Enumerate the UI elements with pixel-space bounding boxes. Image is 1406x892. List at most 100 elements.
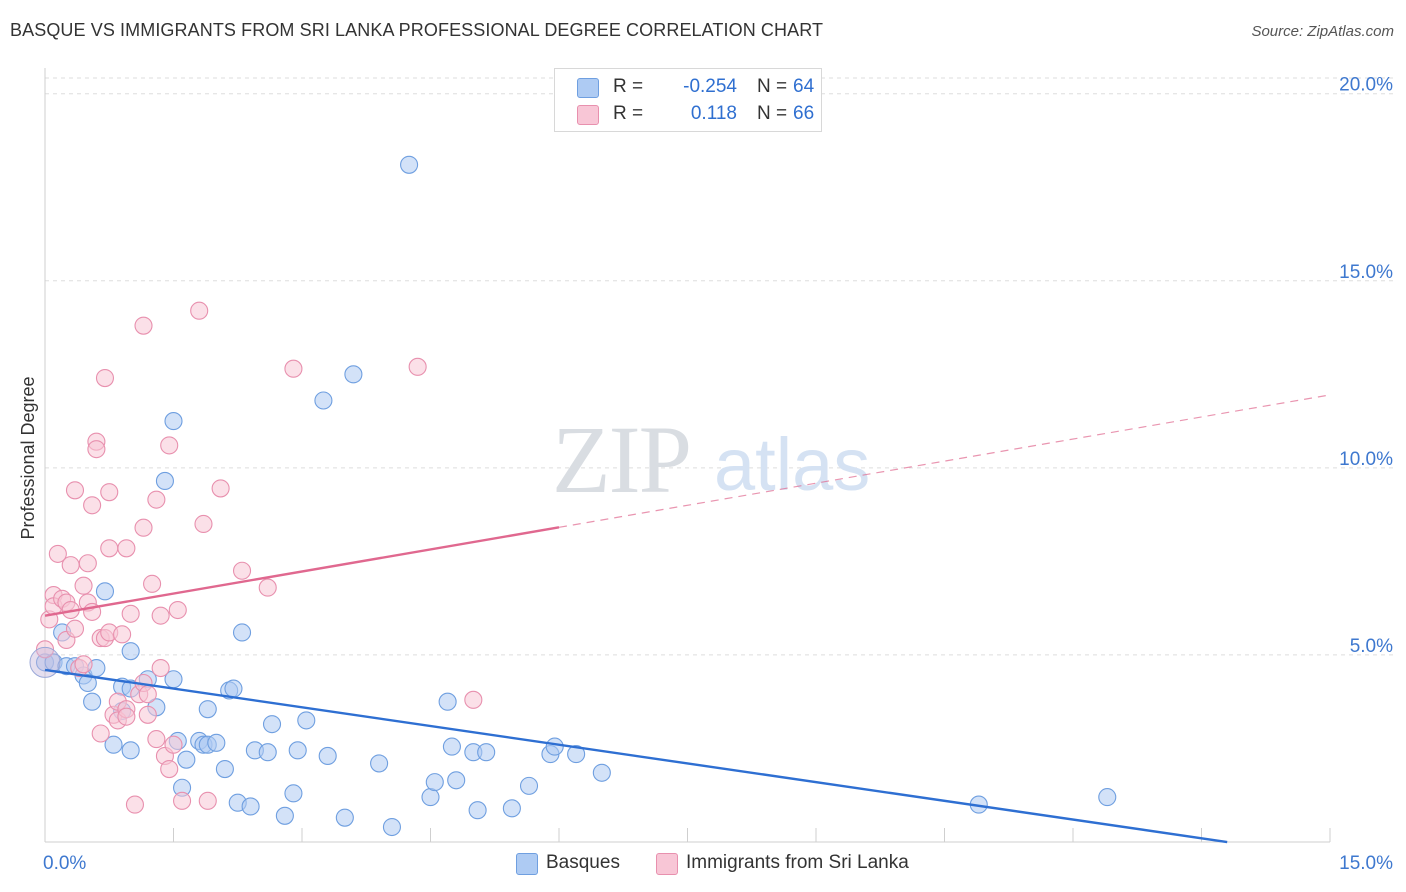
data-point [138,685,157,704]
data-point [164,412,183,431]
data-point [61,556,80,575]
watermark-zip: ZIP [552,406,690,513]
data-point-cluster [29,646,61,678]
data-point [284,359,303,378]
bottom-legend-label: Immigrants from Sri Lanka [686,852,909,873]
data-point [151,606,170,625]
watermark: ZIP atlas [552,406,870,513]
y-tick-label: 15.0% [1339,262,1393,283]
x-tick-label: 0.0% [43,853,86,874]
legend-n-label: N = [757,103,788,124]
data-point [48,544,67,563]
data-point [198,700,217,719]
data-point [425,773,444,792]
data-point [262,715,282,734]
data-point [78,673,97,693]
data-point [78,554,97,573]
data-point [314,391,333,410]
data-point [125,795,144,814]
data-point [232,623,252,642]
tick-labels: 5.0% 10.0% 15.0% 20.0% 0.0% 15.0% [43,75,1393,874]
data-point [232,561,252,580]
data-point [95,582,115,601]
data-point [477,743,496,762]
data-point [447,771,466,790]
data-point [143,574,162,593]
data-point [592,763,611,782]
data-point [370,754,389,773]
data-point [168,600,187,620]
data-point [100,483,119,502]
trend-line-basques [44,668,1228,844]
data-point [258,743,277,762]
source-label: Source: ZipAtlas.com [1251,23,1394,40]
axes [44,68,1331,843]
bottom-legend-swatch-basques [516,853,538,875]
legend-r-label: R = [613,76,644,97]
data-point [134,518,153,537]
data-point [104,735,123,754]
data-point [284,784,303,803]
data-point [194,514,213,534]
chart-title: BASQUE VS IMMIGRANTS FROM SRI LANKA PROF… [10,20,824,40]
data-point [74,655,93,674]
series-sri-lanka [35,301,483,814]
trend-extension-sri-lanka [558,394,1331,528]
legend-n-label: N = [757,76,788,97]
data-point [65,481,85,500]
legend-r-value: 0.118 [690,103,737,124]
data-point [297,711,316,730]
trend-lines [44,394,1331,844]
data-point [117,707,136,726]
data-point [173,791,192,810]
data-point [258,578,277,597]
data-point [241,797,260,816]
legend-swatch-basques [577,78,599,98]
data-point [83,496,102,515]
data-point [164,735,183,754]
data-point [224,679,243,698]
data-point [408,357,427,376]
data-point [147,490,166,509]
legend-n-value: 66 [793,103,815,124]
data-point [151,658,170,678]
data-point [160,759,179,779]
data-point [138,705,157,724]
data-point [1098,788,1117,807]
series-basques [35,155,1117,837]
data-point [177,750,196,769]
bottom-legend-swatch-sri-lanka [656,853,678,875]
data-point [83,692,102,711]
data-point [35,640,55,659]
data-point [65,619,85,638]
data-point [318,746,337,765]
data-point [464,690,483,709]
y-axis-label: Professional Degree [18,376,38,539]
data-point [121,604,140,623]
data-point [121,642,140,661]
data-point [147,730,166,749]
data-point [87,440,106,459]
correlation-legend: R = -0.254 N = 64 R = 0.118 N = 66 [554,68,822,132]
data-point [121,741,140,760]
data-point [442,737,461,756]
legend-swatch-sri-lanka [577,105,599,125]
data-point [382,817,402,837]
y-tick-label: 10.0% [1339,449,1393,470]
data-point [190,301,209,320]
data-point [117,539,136,558]
series-layer [29,155,1117,837]
data-point [113,625,132,644]
data-point [335,808,354,827]
data-point [545,737,564,756]
data-point [344,365,363,384]
data-point [288,741,307,760]
data-point [215,759,234,779]
legend-r-value: -0.254 [683,76,737,97]
data-point [519,776,539,795]
data-point [468,801,487,820]
data-point [438,692,457,711]
data-point [211,479,230,498]
data-point [421,788,440,807]
